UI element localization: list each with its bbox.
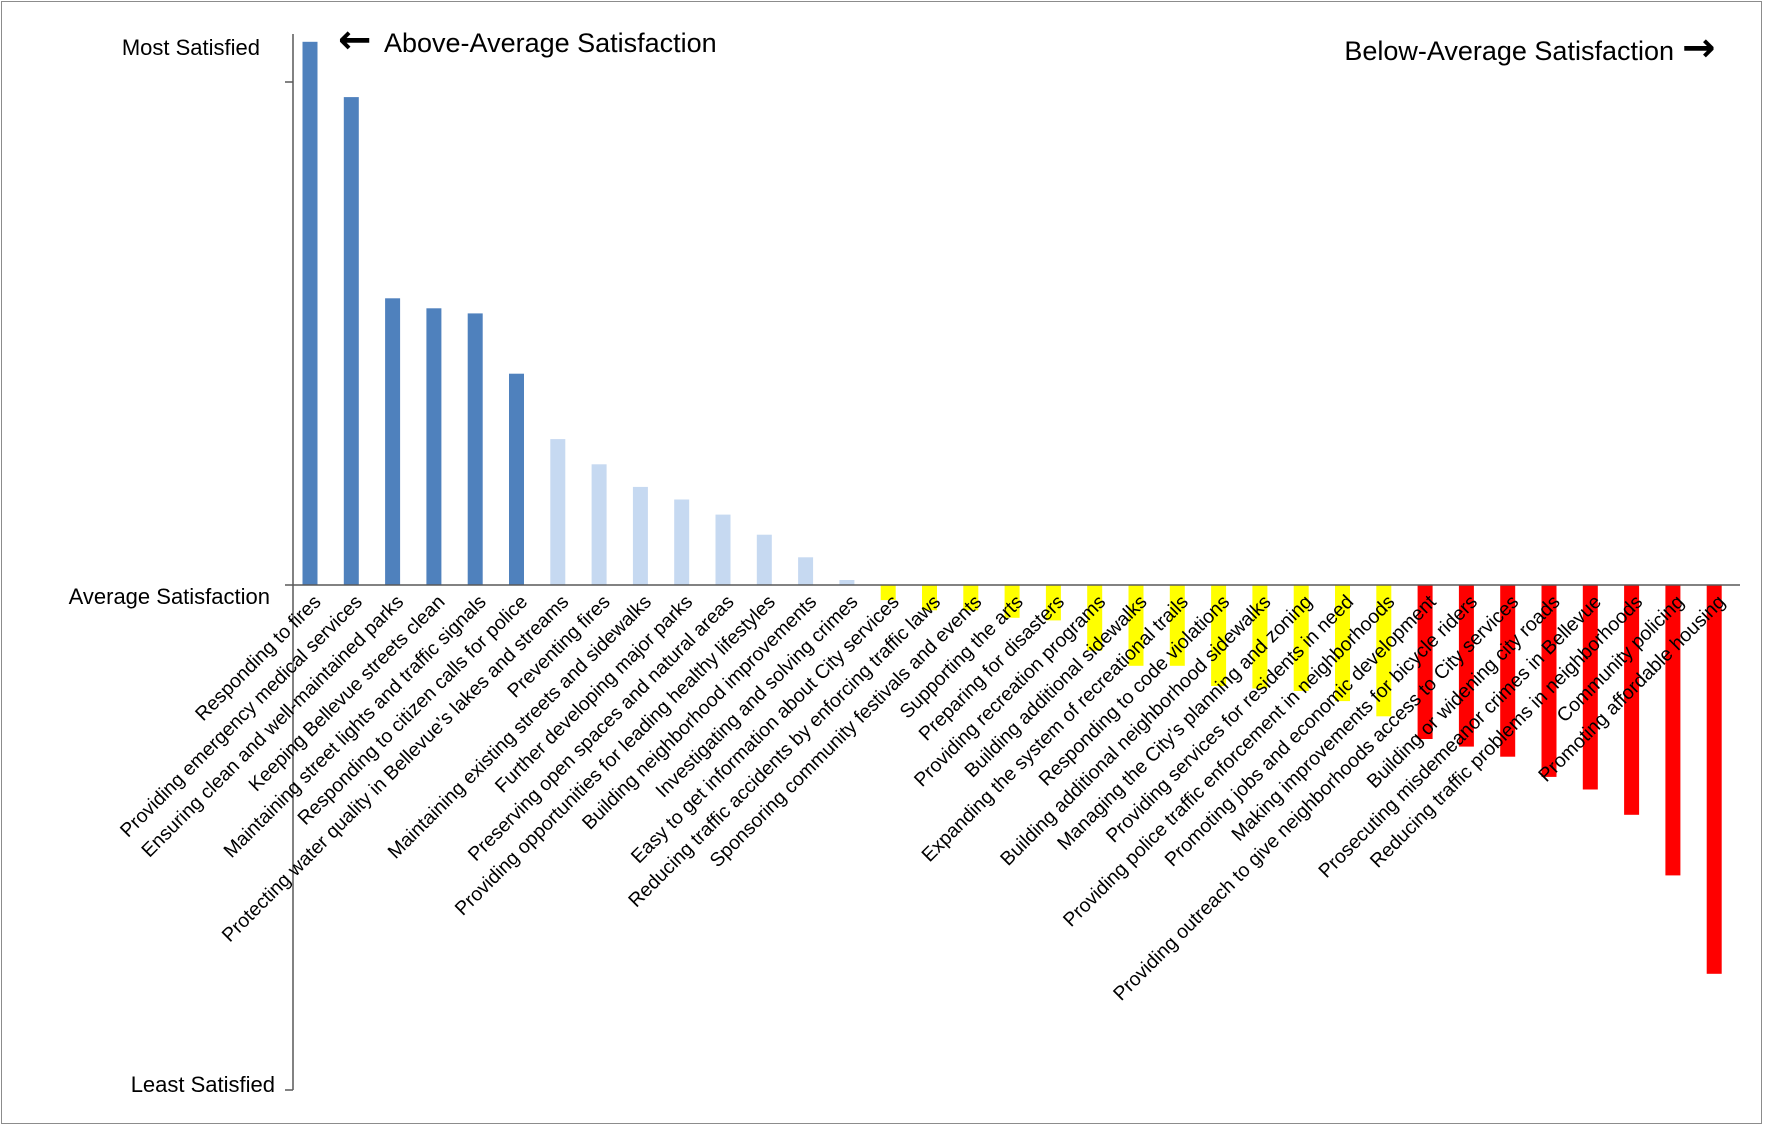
- bar: [1376, 585, 1392, 717]
- bars-group: [302, 41, 1722, 974]
- bar: [1624, 585, 1640, 815]
- bar: [1004, 585, 1020, 618]
- left-arrow-icon: ←: [338, 17, 372, 63]
- y-label-average-satisfaction: Average Satisfaction: [69, 584, 270, 609]
- right-arrow-icon: →: [1682, 25, 1716, 71]
- bar: [798, 557, 814, 585]
- bar: [1541, 585, 1557, 777]
- bar: [1582, 585, 1598, 790]
- bar: [839, 580, 855, 585]
- annotation-below-average: Below-Average Satisfaction: [1344, 36, 1674, 66]
- bar: [1128, 585, 1144, 666]
- bar: [1706, 585, 1722, 974]
- bar: [1458, 585, 1474, 747]
- bar: [385, 298, 401, 585]
- bar: [1665, 585, 1681, 876]
- bar: [632, 486, 648, 585]
- bar: [1500, 585, 1516, 757]
- bar: [343, 97, 359, 585]
- axes-group: [285, 34, 1740, 1091]
- bar: [674, 499, 690, 585]
- bar: [715, 514, 731, 585]
- bar: [302, 41, 318, 586]
- bar: [509, 373, 524, 585]
- bar: [922, 585, 937, 611]
- bar: [467, 313, 483, 585]
- y-label-most-satisfied: Most Satisfied: [122, 35, 260, 60]
- bar: [426, 308, 442, 585]
- y-label-least-satisfied: Least Satisfied: [131, 1072, 275, 1097]
- bar: [880, 585, 896, 601]
- bar: [1417, 585, 1433, 739]
- bar: [591, 464, 607, 585]
- bar: [1293, 585, 1309, 691]
- bar: [1211, 585, 1227, 686]
- bar: [963, 585, 979, 611]
- annotation-above-average: Above-Average Satisfaction: [384, 28, 717, 58]
- bar: [1252, 585, 1268, 689]
- bar: [756, 534, 772, 585]
- bar: [550, 439, 566, 585]
- bar: [1087, 585, 1103, 651]
- bar: [1045, 585, 1061, 621]
- bar: [1169, 585, 1185, 666]
- bar: [1335, 585, 1350, 702]
